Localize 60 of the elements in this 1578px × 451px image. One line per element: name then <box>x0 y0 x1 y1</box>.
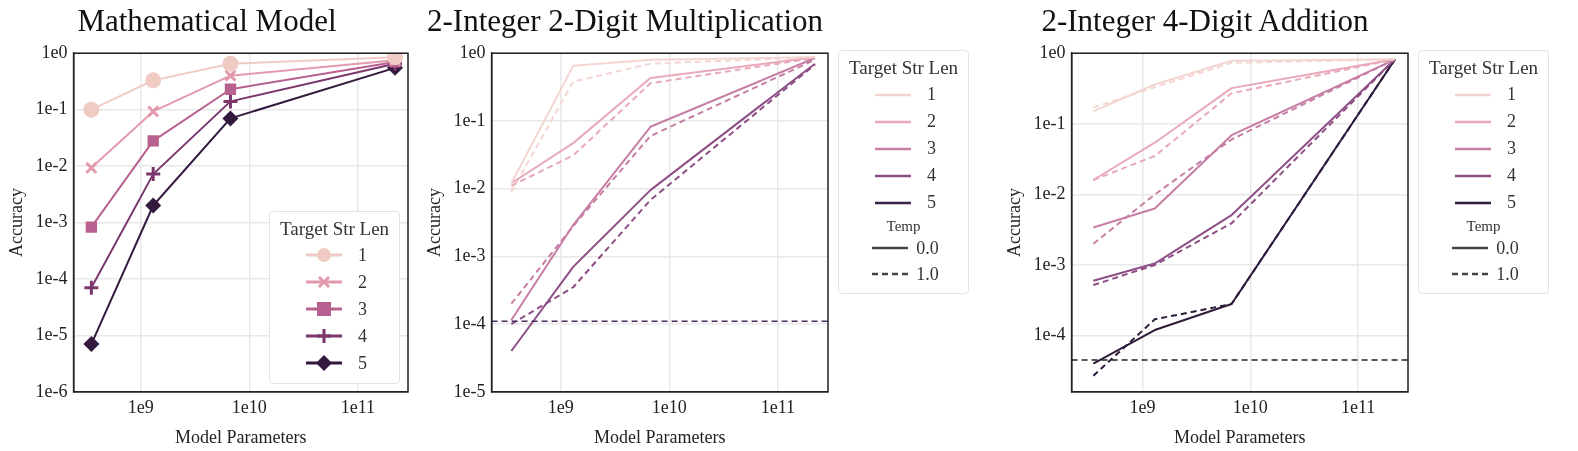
legend-label: 3 <box>358 298 368 320</box>
legend-label: 1 <box>927 84 937 105</box>
x-tick-label: 1e10 <box>1232 397 1268 418</box>
y-tick-label: 1e-3 <box>453 245 486 266</box>
x-tick-label: 1e9 <box>1129 397 1156 418</box>
y-tick-label: 1e-5 <box>453 380 486 401</box>
x-tick-label: 1e11 <box>1340 397 1376 418</box>
legend-title: Target Str Len <box>280 217 390 240</box>
y-axis-title: Accuracy <box>5 188 26 257</box>
legend-label: 3 <box>1507 138 1517 159</box>
chart-title: 2-Integer 4-Digit Addition <box>1041 2 1370 38</box>
x-tick-label: 1e9 <box>547 397 574 418</box>
x-tick-label: 1e9 <box>127 397 154 418</box>
y-tick-label: 1e0 <box>459 41 486 62</box>
x-tick-label: 1e10 <box>231 397 267 418</box>
x-axis-title: Model Parameters <box>175 426 307 447</box>
legend-label: 2 <box>358 271 368 293</box>
y-axis-title: Accuracy <box>1003 188 1024 257</box>
y-tick-label: 1e-4 <box>453 312 486 333</box>
y-tick-label: 1e-5 <box>35 324 68 345</box>
x-tick-label: 1e10 <box>651 397 687 418</box>
legend-label: 5 <box>358 352 368 374</box>
legend-label: 3 <box>927 138 937 159</box>
y-tick-label: 1e-4 <box>1033 324 1066 345</box>
text: 0.0 <box>916 237 939 259</box>
text: Temp <box>885 218 922 235</box>
y-tick-label: 1e-3 <box>35 211 68 232</box>
text: Temp <box>1465 218 1502 235</box>
y-tick-label: 1e-4 <box>35 267 68 288</box>
legend-label: 2 <box>1507 111 1517 132</box>
y-axis-title: Accuracy <box>423 188 444 257</box>
legend-label: 5 <box>1507 192 1517 213</box>
legend-title: Target Str Len <box>849 57 959 79</box>
y-tick-label: 1e-1 <box>1033 112 1066 133</box>
chart-title: Mathematical Model <box>77 2 337 38</box>
y-tick-label: 1e-1 <box>453 109 486 130</box>
legend-label: 1 <box>358 244 368 266</box>
legend-label: 5 <box>927 192 937 213</box>
y-tick-label: 1e-2 <box>453 177 486 198</box>
y-tick-label: 1e-1 <box>35 98 68 119</box>
y-tick-label: 1e-2 <box>1033 183 1066 204</box>
text: 1.0 <box>916 263 939 285</box>
y-tick-label: 1e-6 <box>35 380 68 401</box>
legend-label: 4 <box>927 165 937 186</box>
text: 1.0 <box>1496 263 1519 285</box>
y-tick-label: 1e0 <box>41 41 68 62</box>
legend-title: Target Str Len <box>1429 57 1539 79</box>
y-tick-label: 1e-2 <box>35 154 68 175</box>
y-tick-label: 1e0 <box>1039 41 1066 62</box>
x-tick-label: 1e11 <box>760 397 795 418</box>
text: 0.0 <box>1496 237 1519 259</box>
y-tick-label: 1e-3 <box>1033 253 1066 274</box>
legend-label: 4 <box>1507 165 1517 186</box>
chart-title: 2-Integer 2-Digit Multiplication <box>426 2 824 38</box>
legend-label: 4 <box>358 325 368 347</box>
x-axis-title: Model Parameters <box>594 426 726 447</box>
x-axis-title: Model Parameters <box>1174 426 1306 447</box>
x-tick-label: 1e11 <box>340 397 375 418</box>
legend-label: 1 <box>1507 84 1517 105</box>
legend-label: 2 <box>927 111 937 132</box>
